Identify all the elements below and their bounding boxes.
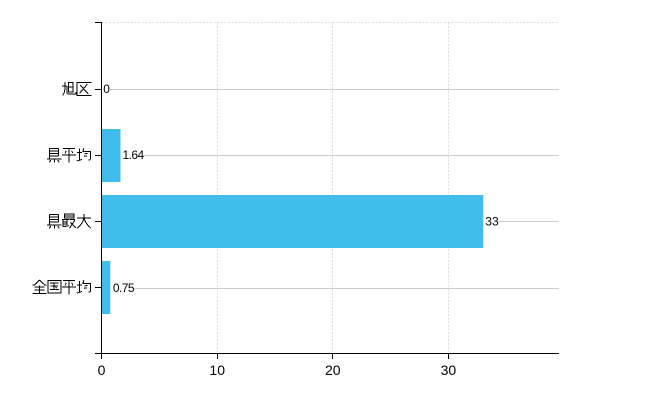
svg-text:0: 0 <box>103 82 110 96</box>
svg-text:0.75: 0.75 <box>113 281 135 295</box>
svg-text:10: 10 <box>209 362 225 378</box>
svg-text:20: 20 <box>325 362 341 378</box>
svg-text:33: 33 <box>485 214 499 228</box>
svg-text:1.64: 1.64 <box>123 148 145 162</box>
svg-text:0: 0 <box>98 362 106 378</box>
svg-text:30: 30 <box>441 362 457 378</box>
